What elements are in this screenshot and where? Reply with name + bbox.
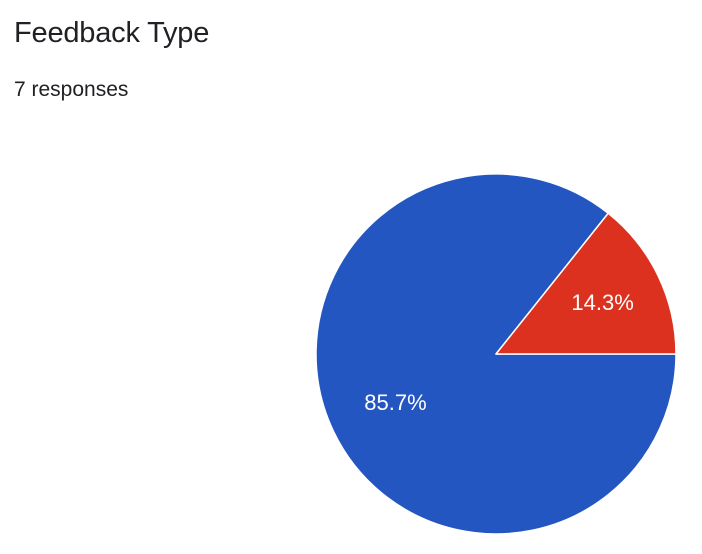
response-count: 7 responses <box>14 78 129 101</box>
pie-slices <box>315 173 677 535</box>
slice-minority <box>495 212 677 355</box>
pie-labels: 85.7% 14.3% <box>364 290 634 415</box>
slice-majority-label: 85.7% <box>364 390 426 415</box>
chart-title: Feedback Type <box>14 17 210 49</box>
slice-minority-label: 14.3% <box>571 290 633 315</box>
